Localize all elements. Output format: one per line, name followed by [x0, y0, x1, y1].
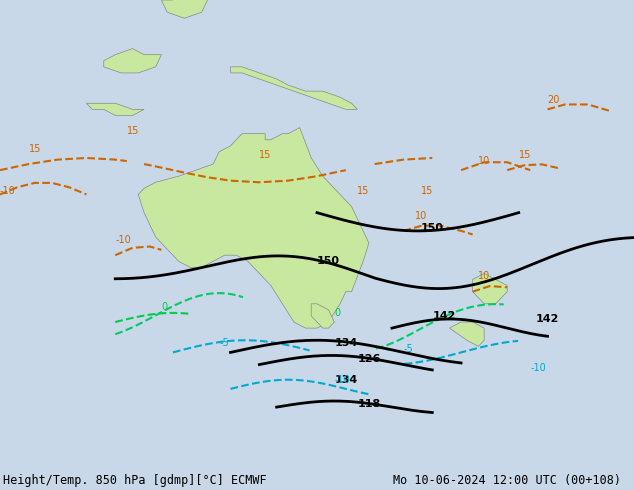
Polygon shape	[138, 127, 369, 328]
Polygon shape	[104, 49, 162, 73]
Text: Mo 10-06-2024 12:00 UTC (00+108): Mo 10-06-2024 12:00 UTC (00+108)	[393, 474, 621, 487]
Polygon shape	[162, 0, 207, 18]
Text: 15: 15	[127, 125, 139, 136]
Text: -10: -10	[115, 235, 131, 245]
Text: 0: 0	[162, 302, 167, 312]
Text: 10: 10	[479, 271, 491, 281]
Text: 150: 150	[317, 256, 340, 266]
Text: -5: -5	[219, 338, 229, 348]
Text: 126: 126	[358, 353, 381, 364]
Text: 15: 15	[519, 150, 531, 160]
Text: 118: 118	[358, 399, 380, 409]
Text: 20: 20	[548, 95, 560, 105]
Text: -10: -10	[530, 363, 546, 372]
Text: -10: -10	[0, 186, 16, 196]
Polygon shape	[311, 304, 334, 328]
Polygon shape	[86, 103, 144, 116]
Text: -5: -5	[403, 344, 413, 354]
Polygon shape	[472, 273, 507, 304]
Text: 15: 15	[29, 144, 41, 154]
Text: 15: 15	[421, 186, 433, 196]
Text: 134: 134	[334, 338, 358, 348]
Text: 150: 150	[421, 223, 444, 233]
Polygon shape	[450, 322, 484, 346]
Text: 10: 10	[479, 156, 491, 166]
Text: 15: 15	[259, 150, 272, 160]
Text: Height/Temp. 850 hPa [gdmp][°C] ECMWF: Height/Temp. 850 hPa [gdmp][°C] ECMWF	[3, 474, 267, 487]
Text: 10: 10	[415, 211, 427, 220]
Text: 142: 142	[432, 311, 456, 321]
Text: 142: 142	[536, 314, 559, 324]
Text: 0: 0	[334, 308, 340, 318]
Text: 134: 134	[334, 375, 358, 385]
Text: 15: 15	[358, 186, 370, 196]
Text: -10: -10	[334, 375, 350, 385]
Polygon shape	[231, 67, 358, 109]
